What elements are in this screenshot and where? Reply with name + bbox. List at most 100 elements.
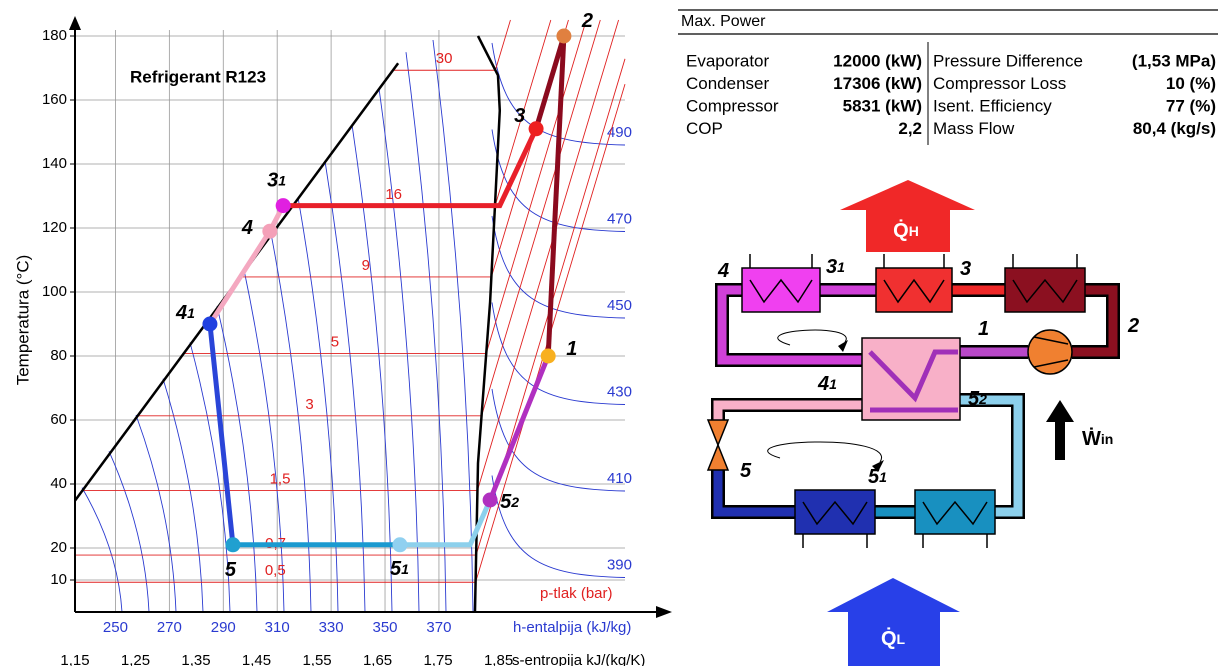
x2-tick-label: 350 bbox=[373, 619, 398, 636]
state-label-sub: 2 bbox=[510, 494, 519, 510]
hx-box bbox=[1004, 267, 1086, 313]
state-point bbox=[556, 28, 572, 44]
state-label-main: 4 bbox=[241, 217, 253, 239]
state-label-main: 3 bbox=[960, 258, 971, 280]
state-point bbox=[392, 537, 408, 553]
state-label-main: 5 bbox=[500, 491, 512, 513]
state-label: 41 bbox=[175, 302, 195, 324]
y-tick-label: 140 bbox=[42, 155, 67, 172]
isenthalp-curve bbox=[491, 475, 626, 578]
cell-label: Mass Flow bbox=[933, 119, 1015, 138]
isenthalp-curve bbox=[491, 388, 626, 492]
state-label-main: 4 bbox=[817, 373, 829, 395]
flow-loop bbox=[767, 329, 883, 463]
x2-tick-label: 270 bbox=[157, 619, 182, 636]
state-label: 31 bbox=[267, 170, 286, 192]
pipe-outline bbox=[711, 470, 795, 519]
isobar-label: 3 bbox=[305, 396, 313, 413]
pipe bbox=[717, 285, 862, 365]
state-label-main: 3 bbox=[514, 105, 525, 127]
cycle-segment bbox=[207, 323, 236, 546]
isobar-axis-label: p-tlak (bar) bbox=[540, 585, 613, 602]
pipe bbox=[713, 400, 862, 420]
y-tick-label: 160 bbox=[42, 91, 67, 108]
hx-box bbox=[914, 489, 996, 535]
cycle-segment bbox=[399, 498, 493, 548]
work-in-label: Ẇin bbox=[1082, 427, 1113, 450]
isobar-label: 30 bbox=[436, 50, 453, 67]
x-tick-label: 1,35 bbox=[181, 652, 210, 666]
state-label-main: 2 bbox=[1127, 315, 1139, 337]
isenthalp-curve bbox=[432, 39, 474, 613]
state-label: 4 bbox=[241, 217, 253, 239]
isobar-label: 9 bbox=[362, 257, 370, 274]
cell-label: Compressor bbox=[686, 96, 779, 115]
state-label-main: 5 bbox=[390, 558, 402, 580]
cell-label: COP bbox=[686, 119, 723, 138]
internal-hx-coil bbox=[868, 349, 958, 413]
y-axis-arrow bbox=[69, 16, 81, 30]
state-label-main: 3 bbox=[267, 170, 278, 192]
x2-tick-label: 330 bbox=[319, 619, 344, 636]
state-label-main: 2 bbox=[581, 10, 593, 32]
cell-value: 12000 (kW) bbox=[833, 51, 922, 70]
state-label: 5 bbox=[225, 559, 237, 581]
cell-value: 17306 (kW) bbox=[833, 74, 922, 93]
isenthalp-curve bbox=[491, 215, 626, 319]
cell-value: 77 (%) bbox=[1166, 96, 1216, 115]
state-label-sub: 1 bbox=[401, 561, 409, 577]
hx-ports bbox=[749, 254, 1078, 548]
hx-box bbox=[794, 489, 876, 535]
x-tick-label: 1,55 bbox=[302, 652, 331, 666]
x-tick-label: 1,15 bbox=[60, 652, 89, 666]
state-label: 1 bbox=[566, 338, 577, 360]
valve bbox=[706, 442, 730, 471]
state-label-main: 5 bbox=[968, 388, 980, 410]
y-tick-label: 180 bbox=[42, 27, 67, 44]
isenthalp-label: 410 bbox=[607, 470, 632, 487]
hx-coil bbox=[749, 278, 1078, 526]
cycle-segment bbox=[545, 35, 567, 357]
isenthalp-curve bbox=[405, 52, 447, 613]
y-tick-label: 40 bbox=[50, 475, 67, 492]
heat-out-arrow bbox=[840, 180, 975, 252]
pipe bbox=[1072, 285, 1118, 357]
state-label: 2 bbox=[1127, 315, 1139, 337]
state-point bbox=[528, 121, 544, 137]
heat-in-label: Q̇L bbox=[881, 626, 906, 650]
isenthalp-curve bbox=[491, 302, 626, 405]
y-tick-label: 100 bbox=[42, 283, 67, 300]
x-tick-label: 1,75 bbox=[423, 652, 452, 666]
isenthalp-curve bbox=[162, 378, 204, 613]
work-arrow-shaft bbox=[1055, 420, 1065, 460]
state-label-sub: 1 bbox=[278, 172, 286, 188]
x2-tick-label: 250 bbox=[103, 619, 128, 636]
state-point bbox=[202, 316, 218, 332]
state-point bbox=[482, 492, 498, 508]
heat-in-arrow bbox=[827, 578, 960, 666]
cell-label: Compressor Loss bbox=[933, 74, 1066, 93]
isenthalp-curve bbox=[81, 487, 123, 613]
x2-tick-label: 370 bbox=[426, 619, 451, 636]
y-tick-label: 20 bbox=[50, 539, 67, 556]
x-tick-label: 1,65 bbox=[363, 652, 392, 666]
state-label: 51 bbox=[390, 558, 409, 580]
state-label-main: 1 bbox=[978, 318, 989, 340]
state-label: 52 bbox=[500, 491, 519, 513]
y-axis-label: Temperatura (°C) bbox=[13, 255, 32, 386]
flow-arrowhead bbox=[838, 340, 848, 352]
state-label-main: 5 bbox=[740, 460, 752, 482]
isobar bbox=[75, 58, 626, 556]
state-label-sub: 1 bbox=[187, 305, 195, 321]
x-tick-label: 1,25 bbox=[121, 652, 150, 666]
cell-label: Pressure Difference bbox=[933, 51, 1083, 70]
cycle-segment bbox=[533, 35, 567, 130]
isenthalp-label: 450 bbox=[607, 297, 632, 314]
isenthalp-curve bbox=[189, 342, 231, 613]
cycle-schematic: Q̇H Q̇L bbox=[706, 180, 1139, 666]
x-axis-arrow bbox=[656, 606, 672, 618]
isenthalp-label: 390 bbox=[607, 556, 632, 573]
y-tick-label: 60 bbox=[50, 411, 67, 428]
